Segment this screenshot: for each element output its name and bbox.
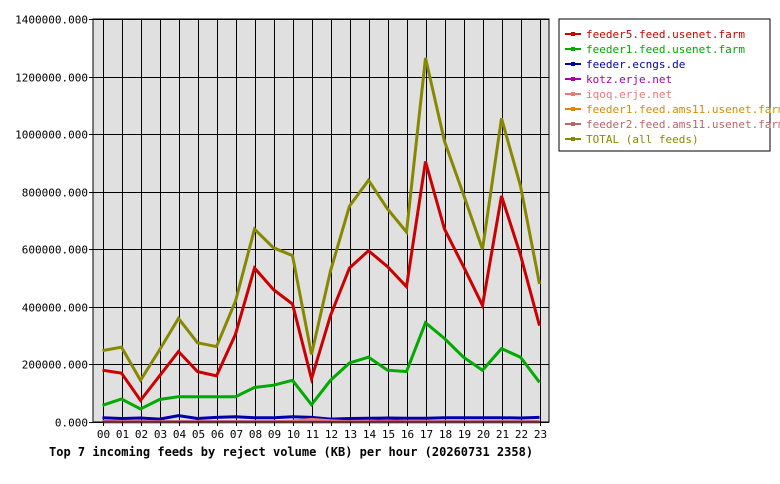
- x-tick-label: 02: [135, 428, 148, 441]
- x-tick-label: 17: [420, 428, 433, 441]
- legend-swatch-marker: [571, 47, 575, 51]
- legend-swatch-marker: [571, 122, 575, 126]
- x-axis-ticks: 00 01 02 03 04 05 06 07 08 09 10 11 12 13 14 15 16 17 18 19…: [97, 422, 547, 441]
- plot-frame: [92, 18, 550, 423]
- legend-swatch-marker: [571, 62, 575, 66]
- legend-label: feeder.ecngs.de: [586, 58, 685, 71]
- y-axis-ticks: 0.000 200000.000 400000.000 600000.000 80000…: [15, 14, 93, 430]
- x-tick-label: 00: [97, 428, 110, 441]
- y-tick-label: 1000000.000: [15, 129, 88, 142]
- x-tick-label: 13: [344, 428, 357, 441]
- y-tick-label: 1400000.000: [15, 14, 88, 27]
- x-tick-label: 10: [287, 428, 300, 441]
- x-tick-label: 21: [496, 428, 509, 441]
- legend: feeder5.feed.usenet.farm feeder1.feed.use…: [558, 18, 780, 152]
- x-tick-label: 12: [325, 428, 338, 441]
- x-tick-label: 18: [439, 428, 452, 441]
- y-tick-label: 800000.000: [22, 187, 88, 200]
- x-tick-label: 03: [154, 428, 167, 441]
- x-tick-label: 07: [230, 428, 243, 441]
- x-tick-label: 16: [401, 428, 414, 441]
- x-tick-label: 14: [363, 428, 377, 441]
- legend-swatch-marker: [571, 32, 575, 36]
- plot-background: [93, 19, 549, 422]
- legend-label: feeder1.feed.usenet.farm: [586, 43, 745, 56]
- x-tick-label: 05: [192, 428, 205, 441]
- x-tick-label: 09: [268, 428, 281, 441]
- x-tick-label: 08: [249, 428, 262, 441]
- legend-box: [558, 18, 771, 152]
- x-tick-label: 04: [173, 428, 187, 441]
- x-tick-label: 19: [458, 428, 471, 441]
- x-tick-label: 11: [306, 428, 319, 441]
- x-tick-label: 20: [477, 428, 490, 441]
- legend-swatch-marker: [571, 107, 575, 111]
- x-tick-label: 01: [116, 428, 129, 441]
- legend-label: feeder2.feed.ams11.usenet.farm: [586, 118, 780, 131]
- x-tick-label: 06: [211, 428, 224, 441]
- legend-swatch-marker: [571, 92, 575, 96]
- x-tick-label: 23: [534, 428, 547, 441]
- y-tick-label: 200000.000: [22, 359, 88, 372]
- x-tick-label: 15: [382, 428, 395, 441]
- legend-label: iqoq.erje.net: [586, 88, 672, 101]
- legend-label: feeder5.feed.usenet.farm: [586, 28, 745, 41]
- legend-swatch-marker: [571, 77, 575, 81]
- series-line: [102, 57, 541, 384]
- y-tick-label: 400000.000: [22, 302, 88, 315]
- chart-title: Top 7 incoming feeds by reject volume (K…: [49, 445, 533, 459]
- series-line: [102, 414, 540, 421]
- y-tick-label: 600000.000: [22, 244, 88, 257]
- legend-label: feeder1.feed.ams11.usenet.farm: [586, 103, 780, 116]
- legend-label: kotz.erje.net: [586, 73, 672, 86]
- legend-label: TOTAL (all feeds): [586, 133, 699, 146]
- series-line: [102, 161, 541, 403]
- x-tick-label: 22: [515, 428, 528, 441]
- series-line: [102, 320, 541, 411]
- legend-swatch-marker: [571, 137, 575, 141]
- y-tick-label: 1200000.000: [15, 72, 88, 85]
- y-tick-label: 0.000: [55, 417, 88, 430]
